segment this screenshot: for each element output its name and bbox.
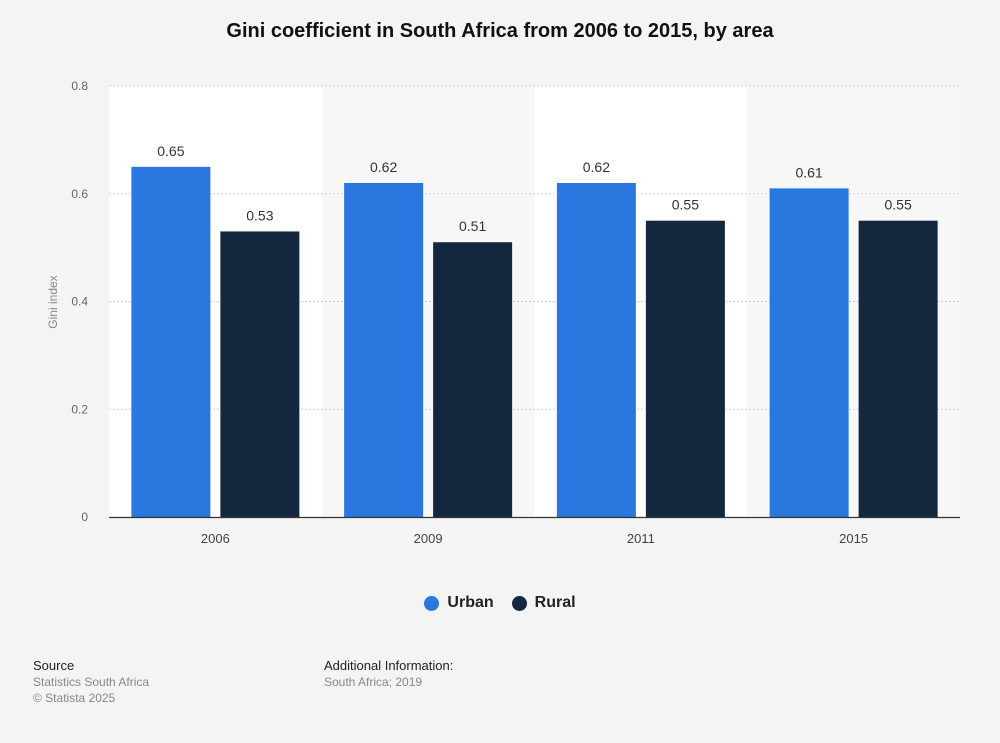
additional-info-text: South Africa; 2019: [324, 675, 423, 689]
y-tick-label: 0: [81, 510, 88, 524]
legend-label-rural: Rural: [534, 594, 576, 611]
bar-chart: 0 0.2 0.4 0.6 0.8 Gini index 0.65 0.53 0.62 0.5…: [46, 79, 960, 546]
data-label-urban-2006: 0.65: [157, 143, 184, 159]
x-tick-label: 2009: [414, 531, 443, 546]
chart-title: Gini coefficient in South Africa from 20…: [226, 20, 774, 42]
data-label-rural-2011: 0.55: [672, 197, 699, 213]
data-label-urban-2015: 0.61: [796, 164, 823, 180]
source-block: Source Statistics South Africa © Statist…: [33, 658, 149, 706]
legend-label-urban: Urban: [447, 594, 494, 611]
y-tick-label: 0.4: [71, 295, 88, 309]
y-tick-label: 0.2: [71, 402, 88, 416]
data-label-rural-2015: 0.55: [885, 197, 912, 213]
additional-info-block: Additional Information: South Africa; 20…: [324, 658, 453, 690]
source-line: Statistics South Africa: [33, 675, 150, 689]
additional-info-heading: Additional Information:: [324, 658, 454, 673]
legend-swatch-rural: [511, 595, 527, 611]
legend-item-rural[interactable]: Rural: [511, 594, 576, 612]
x-tick-label: 2015: [839, 531, 868, 546]
copyright-line: © Statista 2025: [33, 691, 116, 705]
bar-rural-2006[interactable]: [220, 231, 300, 517]
y-axis-ticks: 0 0.2 0.4 0.6 0.8: [71, 79, 88, 524]
bar-urban-2006[interactable]: [131, 166, 211, 517]
x-tick-label: 2011: [627, 531, 655, 546]
legend-item-urban[interactable]: Urban: [424, 594, 494, 612]
data-labels: 0.65 0.53 0.62 0.51 0.62 0.55 0.61 0.55: [157, 143, 912, 234]
bar-rural-2015[interactable]: [858, 220, 938, 517]
data-label-rural-2009: 0.51: [459, 218, 486, 234]
legend: Urban Rural: [0, 594, 1000, 612]
bar-urban-2009[interactable]: [344, 182, 424, 517]
bar-rural-2009[interactable]: [433, 242, 513, 518]
x-axis-ticks: 2006 2009 2011 2015: [201, 531, 868, 546]
source-heading: Source: [33, 658, 75, 673]
bar-rural-2011[interactable]: [645, 220, 725, 517]
bar-urban-2015[interactable]: [769, 188, 849, 518]
legend-swatch-urban: [424, 595, 440, 611]
bar-urban-2011[interactable]: [556, 182, 636, 517]
data-label-urban-2011: 0.62: [583, 159, 610, 175]
bars: [131, 166, 938, 518]
data-label-urban-2009: 0.62: [370, 159, 397, 175]
x-tick-label: 2006: [201, 531, 230, 546]
data-label-rural-2006: 0.53: [246, 207, 273, 223]
y-tick-label: 0.8: [71, 79, 88, 93]
y-tick-label: 0.6: [71, 187, 88, 201]
y-axis-label: Gini index: [46, 275, 60, 328]
